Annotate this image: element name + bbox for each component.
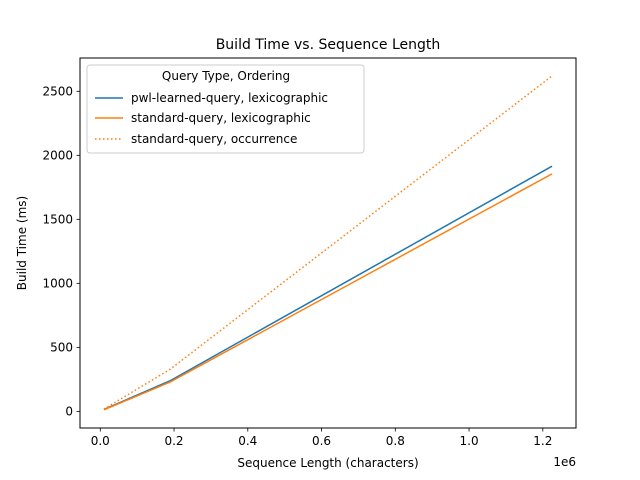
series-line-1 (103, 173, 553, 411)
plot-frame (79, 57, 577, 429)
x-tick-label: 0.4 (238, 434, 257, 448)
series-layer (103, 75, 553, 411)
y-tick-label: 2000 (42, 148, 73, 162)
legend: Query Type, Ordering pwl-learned-query, … (86, 64, 365, 154)
x-axis-label: Sequence Length (characters) (237, 456, 418, 470)
y-tick-label: 2500 (42, 84, 73, 98)
x-tick-label: 0.6 (312, 434, 331, 448)
legend-entry-standard-occurrence: standard-query, occurrence (131, 132, 297, 146)
x-axis-offset-label: 1e6 (553, 455, 576, 469)
legend-entry-pwl-lexicographic: pwl-learned-query, lexicographic (131, 91, 328, 105)
legend-box (86, 64, 365, 154)
x-axis-ticks: 0.0 0.2 0.4 0.6 0.8 1.0 1.2 (91, 428, 552, 448)
legend-entry-standard-lexicographic: standard-query, lexicographic (131, 111, 311, 125)
y-axis-label: Build Time (ms) (15, 196, 29, 290)
x-tick-label: 1.2 (533, 434, 552, 448)
x-tick-label: 0.2 (164, 434, 183, 448)
y-axis-ticks: 0 500 1000 1500 2000 2500 (42, 84, 80, 418)
chart-title: Build Time vs. Sequence Length (216, 37, 441, 53)
y-tick-label: 0 (65, 404, 73, 418)
x-tick-label: 0.0 (91, 434, 110, 448)
x-tick-label: 1.0 (460, 434, 479, 448)
y-tick-label: 500 (50, 340, 73, 354)
x-tick-label: 0.8 (386, 434, 405, 448)
legend-title: Query Type, Ordering (162, 69, 290, 83)
series-line-2 (103, 75, 553, 410)
y-tick-label: 1000 (42, 276, 73, 290)
y-tick-label: 1500 (42, 212, 73, 226)
